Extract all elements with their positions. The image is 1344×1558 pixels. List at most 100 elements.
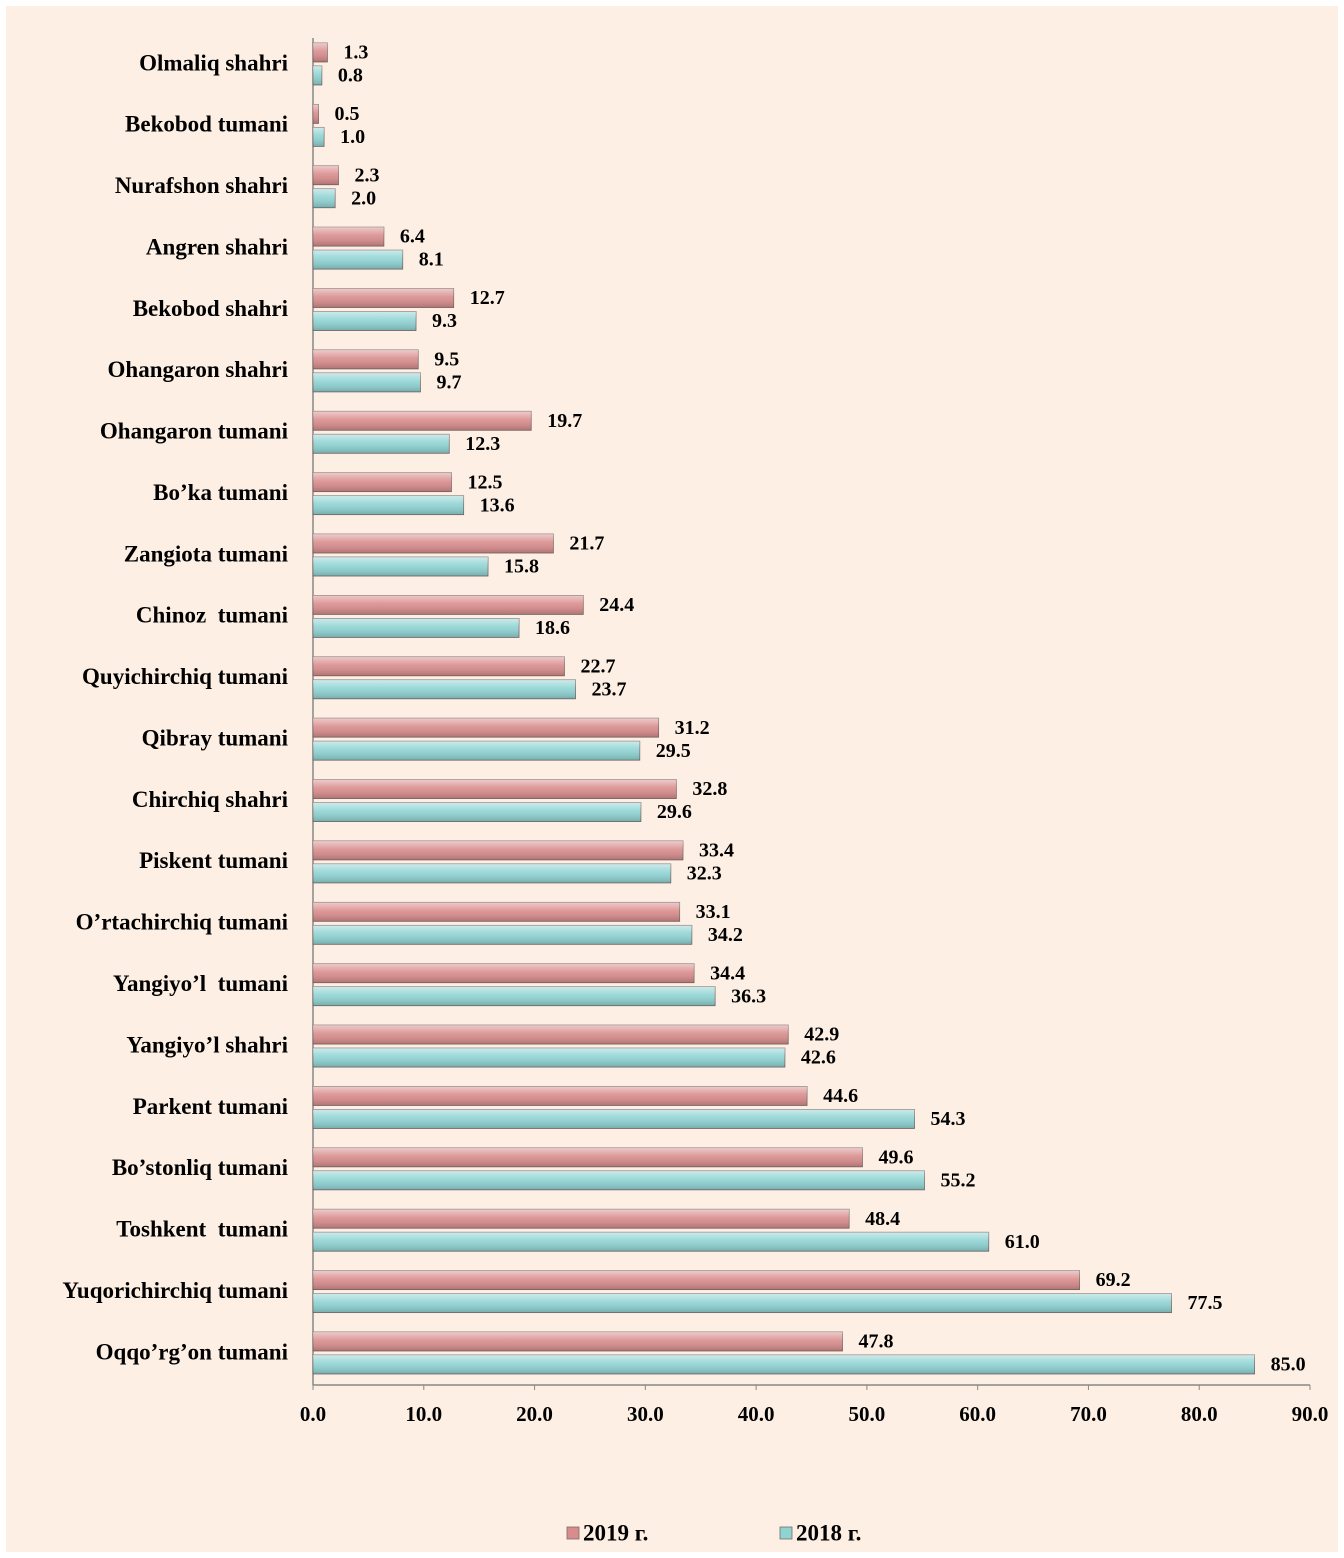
category-label: Piskent tumani <box>139 848 288 873</box>
bar-shine <box>313 863 671 883</box>
value-label: 85.0 <box>1271 1354 1306 1376</box>
value-label: 29.6 <box>657 801 692 823</box>
value-label: 0.8 <box>338 65 363 87</box>
x-tick-label: 60.0 <box>959 1402 996 1426</box>
bar-shine <box>313 495 464 515</box>
bar-shine <box>313 1147 863 1167</box>
bar-shine <box>313 1170 925 1190</box>
bar-shine <box>313 986 716 1006</box>
category-label: Ohangaron shahri <box>108 357 289 382</box>
value-label: 9.7 <box>436 371 461 393</box>
value-label: 0.5 <box>335 103 360 125</box>
bar-shine <box>313 741 640 761</box>
value-label: 77.5 <box>1188 1292 1223 1314</box>
bar-shine <box>313 679 576 699</box>
category-label: Oqqo’rg’on tumani <box>96 1339 289 1364</box>
category-label: Quyichirchiq tumani <box>82 664 289 689</box>
bar-shine <box>313 963 695 983</box>
x-tick-label: 10.0 <box>405 1402 442 1426</box>
category-label: Parkent tumani <box>133 1094 289 1119</box>
x-tick-label: 50.0 <box>849 1402 886 1426</box>
category-label: Qibray tumani <box>142 725 289 750</box>
value-label: 19.7 <box>547 410 582 432</box>
value-label: 12.7 <box>470 287 505 309</box>
category-label: Yuqorichirchiq tumani <box>62 1278 288 1303</box>
category-label: Yangiyo’l tumani <box>113 971 289 996</box>
category-label: O’rtachirchiq tumani <box>76 910 289 935</box>
value-label: 22.7 <box>580 655 615 677</box>
value-label: 9.3 <box>432 310 457 332</box>
value-label: 69.2 <box>1096 1269 1131 1291</box>
bar-shine <box>313 1232 989 1252</box>
category-label: Yangiyo’l shahri <box>126 1032 288 1057</box>
bar-shine <box>313 1109 915 1129</box>
bar-shine <box>313 1332 843 1351</box>
category-label: Olmaliq shahri <box>139 50 289 75</box>
bar-shine <box>313 1270 1080 1290</box>
value-label: 55.2 <box>940 1169 975 1191</box>
category-label: Bo’stonliq tumani <box>112 1155 289 1180</box>
category-label: Nurafshon shahri <box>115 173 289 198</box>
value-label: 61.0 <box>1005 1231 1040 1253</box>
bar-shine <box>313 718 659 738</box>
bar-shine <box>313 372 421 392</box>
x-tick-label: 40.0 <box>738 1402 775 1426</box>
bar-shine <box>313 618 520 638</box>
value-label: 36.3 <box>731 985 766 1007</box>
x-tick-label: 20.0 <box>516 1402 553 1426</box>
category-label: Chinoz tumani <box>136 603 289 628</box>
value-label: 9.5 <box>434 348 459 370</box>
value-label: 24.4 <box>599 594 634 616</box>
bar-shine <box>313 127 325 147</box>
legend-label: 2019 г. <box>583 1520 648 1545</box>
value-label: 31.2 <box>675 717 710 739</box>
value-label: 33.4 <box>699 840 734 862</box>
value-label: 12.3 <box>465 433 500 455</box>
value-label: 2.0 <box>351 187 376 209</box>
value-label: 2.3 <box>354 164 379 186</box>
x-tick-label: 90.0 <box>1292 1402 1329 1426</box>
bar-shine <box>313 227 384 247</box>
legend-label: 2018 г. <box>796 1520 861 1545</box>
bar-shine <box>313 1355 1255 1374</box>
bar-shine <box>313 104 319 124</box>
bar-shine <box>313 1048 785 1068</box>
value-label: 12.5 <box>467 471 502 493</box>
category-label: Zangiota tumani <box>124 541 289 566</box>
category-label: Bo’ka tumani <box>153 480 288 505</box>
bar-shine <box>313 434 450 454</box>
bar-shine <box>313 1025 789 1045</box>
category-label: Bekobod shahri <box>133 296 289 321</box>
bar-shine <box>313 43 328 62</box>
value-label: 34.4 <box>710 962 745 984</box>
value-label: 54.3 <box>931 1108 966 1130</box>
value-label: 34.2 <box>708 924 743 946</box>
x-tick-label: 80.0 <box>1181 1402 1218 1426</box>
bar-shine <box>313 165 339 185</box>
category-label: Bekobod tumani <box>125 112 289 137</box>
legend-marker <box>566 1526 580 1540</box>
value-label: 6.4 <box>400 226 425 248</box>
bar-shine <box>313 1293 1172 1313</box>
bar-shine <box>313 250 403 270</box>
bar-shine <box>313 311 417 331</box>
bar-shine <box>313 472 452 492</box>
category-label: Toshkent tumani <box>116 1217 288 1242</box>
value-label: 8.1 <box>419 249 444 271</box>
bar-shine <box>313 1209 850 1229</box>
category-label: Ohangaron tumani <box>100 419 289 444</box>
bar-shine <box>313 802 641 822</box>
value-label: 23.7 <box>592 678 627 700</box>
value-label: 49.6 <box>878 1146 913 1168</box>
value-label: 33.1 <box>696 901 731 923</box>
bar-shine <box>313 902 680 922</box>
value-label: 18.6 <box>535 617 570 639</box>
value-label: 32.3 <box>687 863 722 885</box>
value-label: 13.6 <box>480 494 515 516</box>
bar-shine <box>313 840 683 860</box>
value-label: 48.4 <box>865 1208 900 1230</box>
value-label: 42.6 <box>801 1047 836 1069</box>
bar-shine <box>313 595 584 615</box>
bar-shine <box>313 288 454 308</box>
